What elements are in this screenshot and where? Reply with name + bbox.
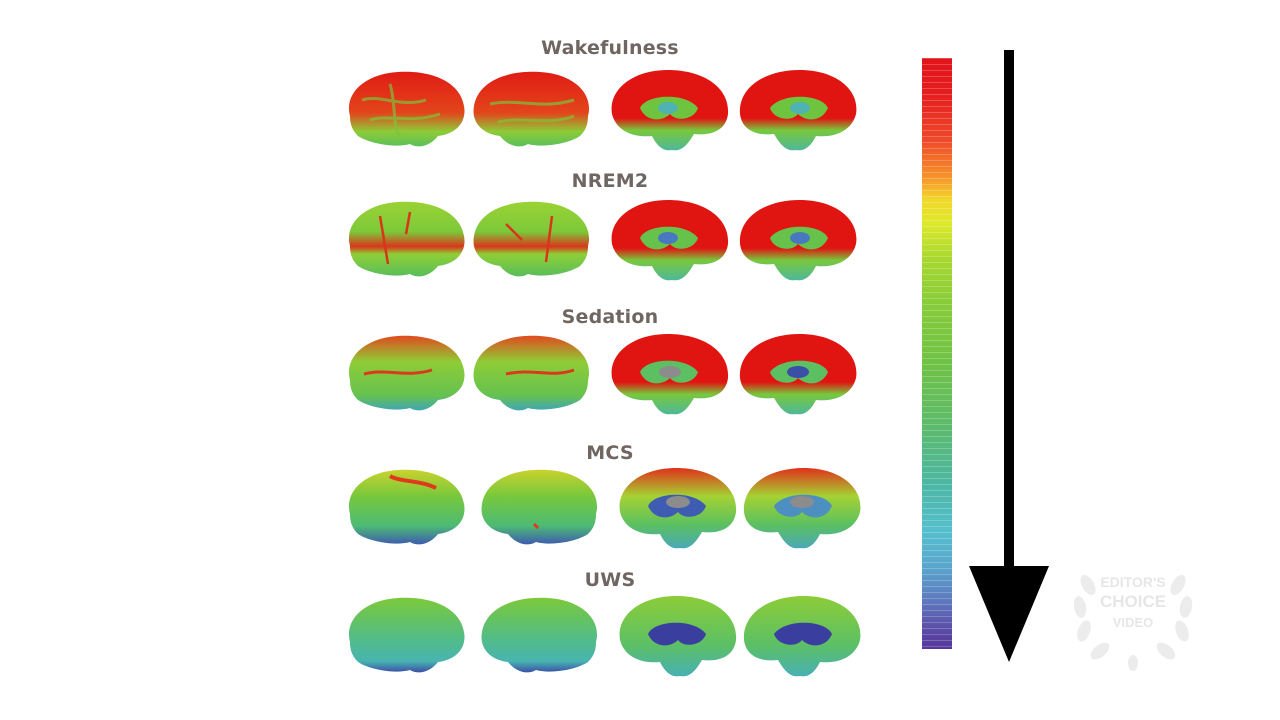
row-title-mcs: MCS — [586, 442, 634, 464]
brain-lateral-left-icon — [348, 71, 465, 147]
badge-line-1: EDITOR'S — [1100, 574, 1166, 590]
brain-lateral-left-icon — [348, 335, 465, 411]
badge-line-2: CHOICE — [1099, 592, 1167, 611]
color-scale-ticks — [922, 58, 952, 649]
badge-line-3: VIDEO — [1112, 615, 1154, 630]
row-title-wakefulness: Wakefulness — [541, 37, 679, 59]
color-scale-bar — [922, 58, 952, 649]
brain-lateral-left-icon — [348, 597, 465, 673]
row-title-sedation: Sedation — [561, 306, 659, 328]
laurel-badge-icon — [1073, 575, 1193, 671]
brain-medial-right-icon — [739, 70, 857, 151]
brain-lateral-right-icon — [473, 71, 590, 147]
brain-medial-left-icon — [611, 200, 729, 281]
brain-medial-left-icon — [619, 596, 737, 677]
brain-lateral-right-icon — [481, 597, 598, 673]
brain-lateral-left-icon — [348, 201, 465, 277]
brain-medial-left-icon — [611, 334, 729, 415]
brain-lateral-right-icon — [481, 469, 598, 545]
brain-lateral-right-icon — [473, 201, 590, 277]
down-arrow-icon — [969, 50, 1049, 662]
brain-lateral-left-icon — [348, 469, 465, 545]
brain-lateral-right-icon — [473, 335, 590, 411]
brain-medial-right-icon — [739, 334, 857, 415]
brain-medial-left-icon — [619, 468, 737, 549]
brain-medial-left-icon — [611, 70, 729, 151]
brain-medial-right-icon — [743, 468, 861, 549]
row-title-uws: UWS — [584, 569, 636, 591]
brain-medial-right-icon — [739, 200, 857, 281]
brain-medial-right-icon — [743, 596, 861, 677]
row-title-nrem2: NREM2 — [571, 170, 649, 192]
